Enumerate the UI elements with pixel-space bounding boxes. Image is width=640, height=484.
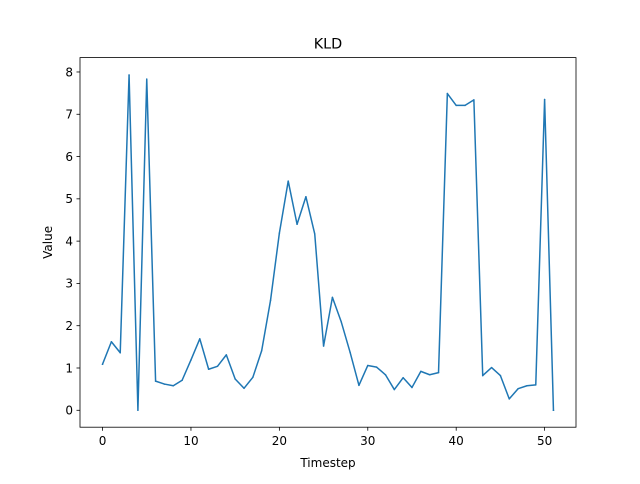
x-tick-label: 50 bbox=[537, 434, 552, 448]
y-tick-label: 5 bbox=[65, 192, 73, 206]
plot-area-frame bbox=[79, 57, 577, 428]
data-point bbox=[260, 349, 263, 352]
data-point bbox=[305, 195, 307, 198]
y-tick-label: 6 bbox=[65, 150, 73, 164]
data-point bbox=[243, 387, 245, 390]
data-point bbox=[411, 386, 413, 389]
data-point bbox=[252, 376, 254, 379]
data-point bbox=[225, 354, 228, 356]
x-tick-label: 40 bbox=[449, 434, 464, 448]
x-tick-label: 20 bbox=[272, 434, 287, 448]
data-point bbox=[499, 374, 502, 377]
data-point bbox=[384, 374, 387, 376]
data-point bbox=[163, 383, 166, 385]
data-point bbox=[375, 366, 378, 368]
data-point bbox=[446, 92, 449, 95]
data-point bbox=[349, 351, 351, 354]
data-point bbox=[552, 409, 555, 412]
data-point bbox=[199, 338, 201, 340]
data-point bbox=[128, 74, 130, 76]
data-point bbox=[535, 384, 537, 386]
y-tick-label: 3 bbox=[65, 277, 73, 291]
data-point bbox=[517, 387, 519, 390]
data-point bbox=[393, 388, 396, 391]
data-point bbox=[207, 368, 210, 371]
data-point bbox=[473, 99, 475, 101]
data-point bbox=[234, 378, 236, 380]
data-point bbox=[181, 379, 183, 382]
y-axis: 0 1 2 3 4 5 6 7 8 bbox=[65, 65, 80, 418]
y-tick-label: 4 bbox=[65, 234, 73, 248]
data-point bbox=[287, 180, 289, 182]
x-axis: 0 10 20 30 40 50 bbox=[99, 427, 552, 448]
data-point bbox=[455, 104, 457, 107]
x-axis-label: Timestep bbox=[299, 456, 355, 470]
data-point bbox=[340, 321, 343, 323]
y-tick-label: 7 bbox=[65, 108, 73, 122]
data-point bbox=[420, 370, 422, 373]
data-point bbox=[269, 299, 272, 302]
data-point bbox=[428, 374, 431, 376]
x-tick-label: 0 bbox=[99, 434, 107, 448]
data-point bbox=[526, 385, 528, 387]
data-point bbox=[464, 104, 466, 107]
data-point bbox=[508, 398, 510, 400]
chart-title: KLD bbox=[314, 37, 343, 53]
data-point bbox=[296, 223, 298, 225]
x-tick-label: 30 bbox=[360, 434, 375, 448]
y-tick-label: 8 bbox=[65, 65, 73, 79]
series-layer bbox=[101, 74, 555, 412]
data-point bbox=[101, 363, 104, 365]
data-point bbox=[216, 365, 219, 368]
series-line bbox=[101, 74, 555, 412]
data-point bbox=[358, 384, 360, 387]
y-axis-label: Value bbox=[41, 226, 55, 259]
data-point bbox=[313, 233, 316, 235]
data-point bbox=[437, 371, 440, 374]
data-point bbox=[481, 374, 484, 377]
data-point bbox=[190, 359, 192, 361]
data-point bbox=[322, 345, 325, 347]
data-point bbox=[119, 352, 121, 354]
data-point bbox=[490, 366, 493, 369]
data-point bbox=[146, 78, 148, 80]
data-point bbox=[137, 409, 139, 412]
y-tick-label: 0 bbox=[65, 404, 73, 418]
data-point bbox=[402, 376, 404, 379]
data-point bbox=[543, 98, 546, 101]
data-point bbox=[331, 296, 334, 299]
x-tick-label: 10 bbox=[183, 434, 198, 448]
y-tick-label: 2 bbox=[65, 319, 73, 333]
data-point bbox=[110, 341, 113, 343]
data-point bbox=[172, 385, 175, 387]
data-point bbox=[367, 364, 369, 367]
data-point bbox=[278, 232, 281, 234]
y-tick-label: 1 bbox=[65, 361, 73, 375]
data-point bbox=[154, 380, 157, 382]
